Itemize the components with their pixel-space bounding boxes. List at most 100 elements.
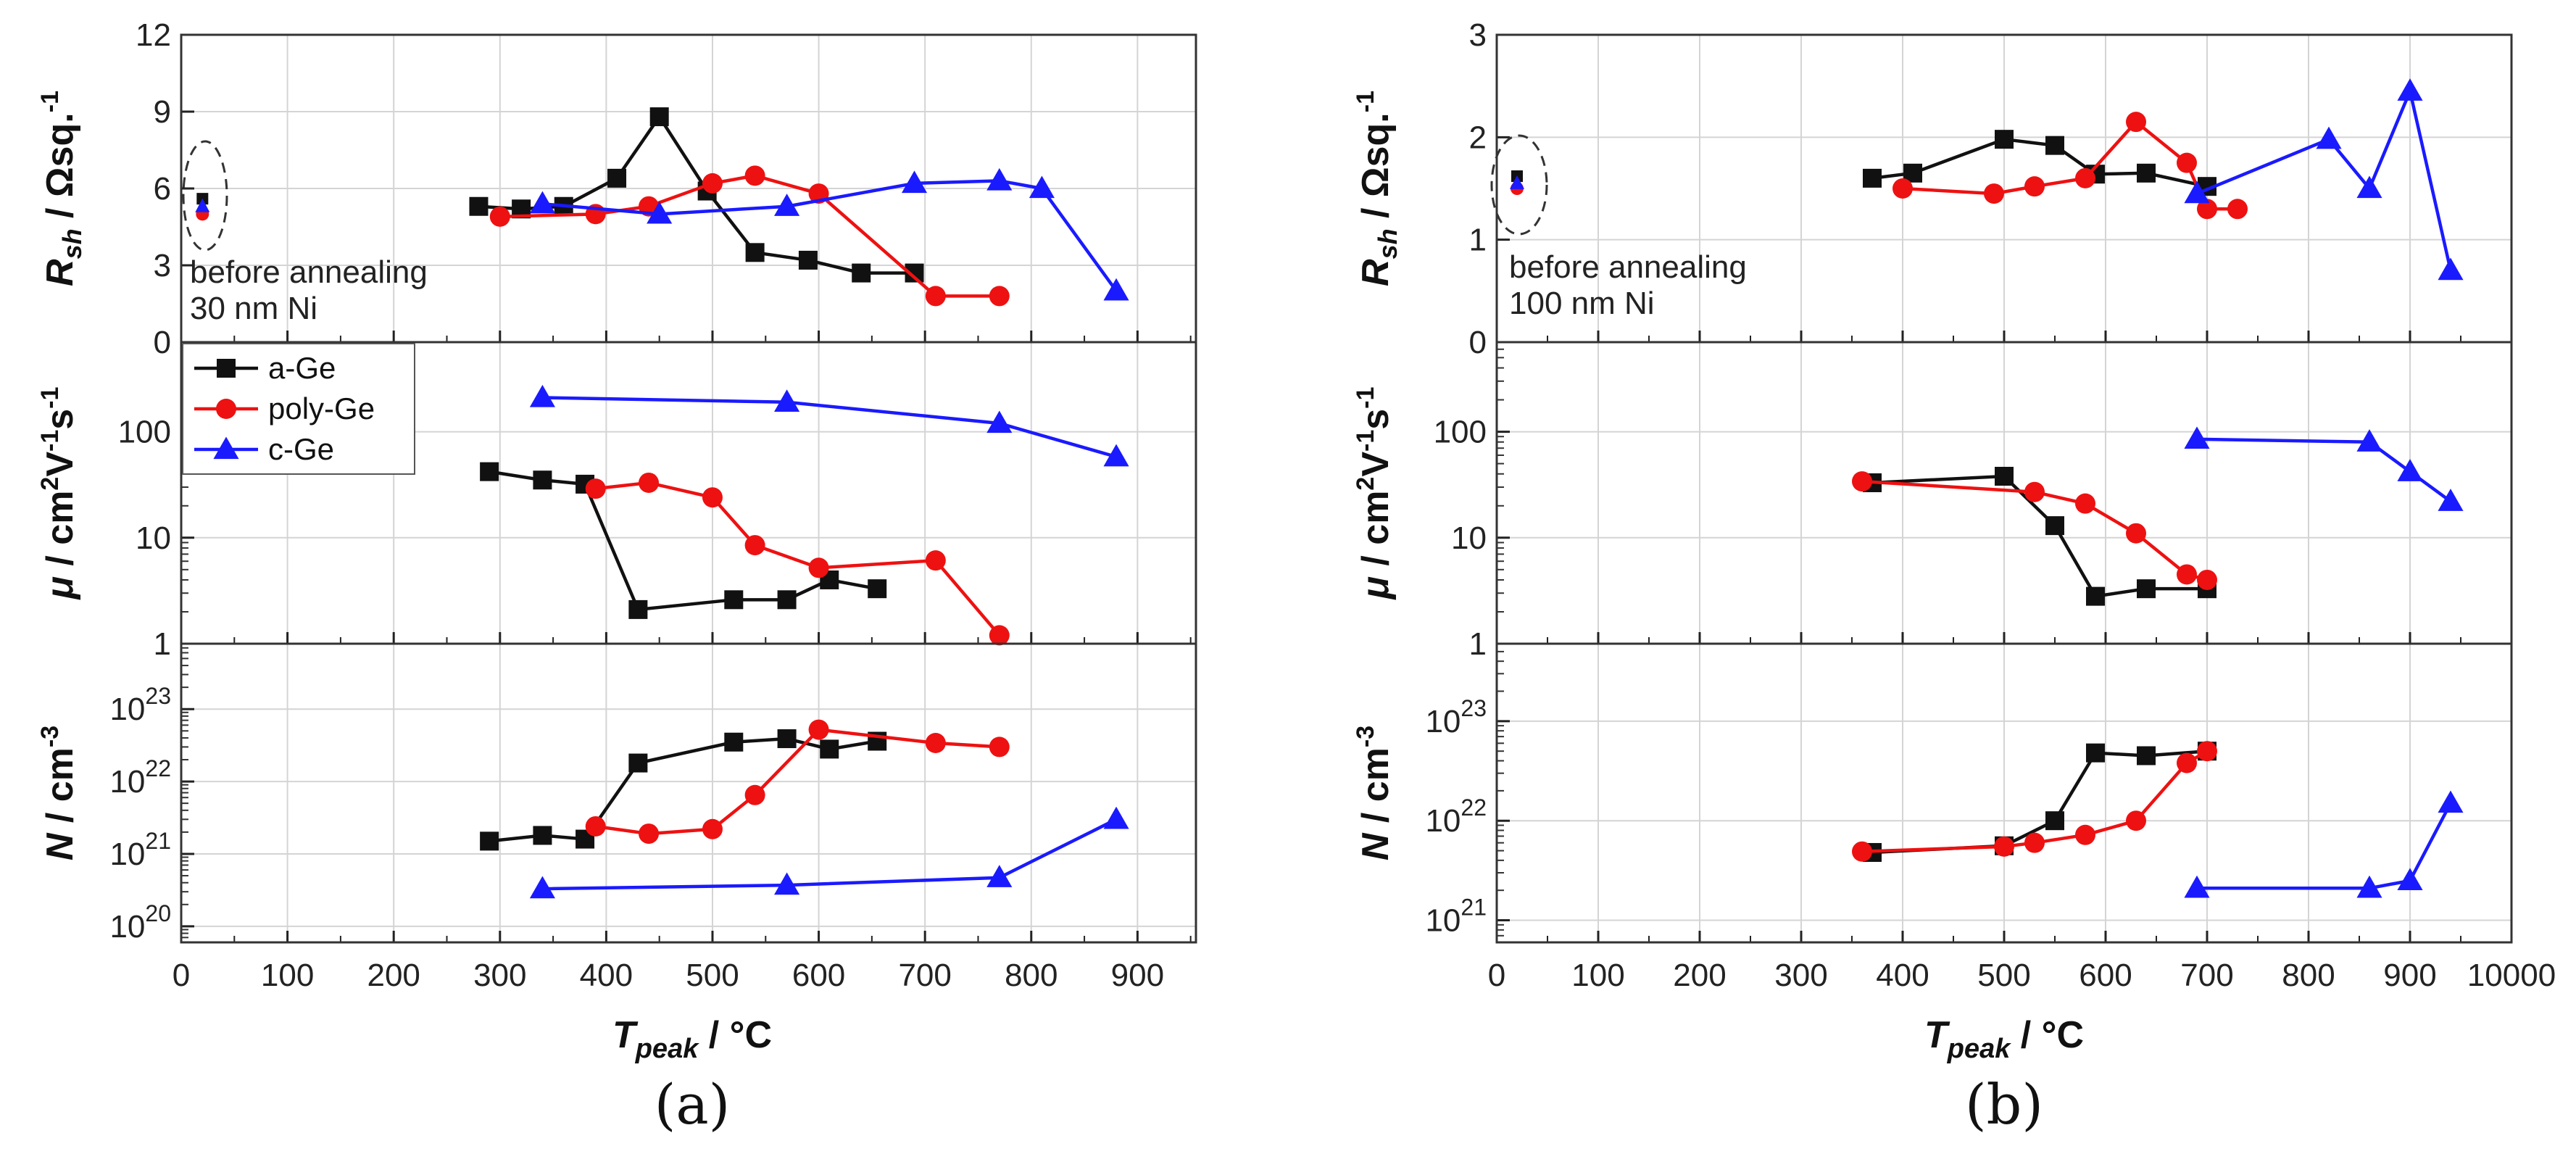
data-point-c-Ge bbox=[529, 191, 555, 214]
data-point-a-Ge bbox=[2045, 811, 2064, 831]
data-point-a-Ge bbox=[607, 168, 627, 188]
subfigure-caption: (b) bbox=[1965, 1072, 2043, 1137]
data-point-poly-Ge bbox=[808, 557, 829, 578]
data-point-poly-Ge bbox=[2126, 810, 2146, 831]
y-label-superscript: -1 bbox=[1352, 91, 1379, 112]
x-tick-label: 800 bbox=[2282, 958, 2335, 993]
data-point-c-Ge bbox=[2356, 875, 2382, 898]
legend-label-c-Ge: c-Ge bbox=[268, 432, 334, 466]
y-label-superscript: -3 bbox=[1352, 726, 1379, 747]
series-line-c-Ge bbox=[542, 396, 1117, 459]
data-point-c-Ge bbox=[2397, 868, 2423, 891]
x-label-symbol: T bbox=[1924, 1014, 1950, 1056]
y-tick-exponent: 23 bbox=[145, 683, 171, 709]
y-tick-label: 1 bbox=[154, 626, 171, 662]
y-label-unit: s bbox=[39, 409, 81, 430]
data-point-a-Ge bbox=[1995, 467, 2014, 486]
y-label-unit: / cm bbox=[39, 747, 81, 834]
series-line-c-Ge bbox=[2196, 437, 2452, 503]
data-point-c-Ge bbox=[529, 384, 555, 407]
data-point-c-Ge bbox=[2438, 790, 2464, 813]
data-point-poly-Ge bbox=[925, 550, 946, 571]
data-point-a-Ge bbox=[2086, 586, 2105, 606]
data-point-c-Ge bbox=[2397, 459, 2423, 481]
y-label-symbol: N bbox=[1355, 832, 1397, 860]
data-point-poly-Ge bbox=[2024, 832, 2045, 853]
y-label-unit: s bbox=[1355, 409, 1397, 430]
data-point-poly-Ge bbox=[808, 719, 829, 740]
y-axis-label: Rsh / Ωsq.-1 bbox=[36, 91, 87, 286]
data-point-poly-Ge bbox=[489, 206, 510, 227]
data-point-a-Ge bbox=[533, 470, 552, 490]
y-tick-label: 1022 bbox=[1425, 794, 1487, 839]
series-poly-Ge bbox=[489, 165, 1010, 307]
data-point-poly-Ge bbox=[2024, 481, 2045, 502]
data-point-poly-Ge bbox=[702, 818, 723, 839]
data-point-a-Ge bbox=[798, 250, 818, 270]
y-label-unit: / cm bbox=[39, 491, 81, 577]
data-point-a-Ge bbox=[628, 599, 648, 619]
panel-frame bbox=[1495, 642, 2513, 944]
data-point-a-Ge bbox=[480, 831, 499, 851]
y-label-unit: / cm bbox=[1355, 747, 1397, 834]
data-point-a-Ge bbox=[469, 196, 489, 216]
data-point-c-Ge bbox=[774, 194, 800, 216]
x-label-subscript: peak bbox=[635, 1034, 699, 1064]
data-point-poly-Ge bbox=[989, 286, 1010, 307]
y-label-unit: V bbox=[1355, 452, 1397, 477]
y-label-superscript: -1 bbox=[36, 430, 64, 452]
data-point-c-Ge bbox=[1103, 278, 1129, 301]
data-point-poly-Ge bbox=[2197, 569, 2217, 590]
y-label-symbol: R bbox=[1355, 259, 1397, 286]
data-point-poly-Ge bbox=[702, 173, 723, 194]
data-point-a-Ge bbox=[480, 462, 499, 481]
y-label-superscript: -1 bbox=[36, 91, 64, 112]
before-annealing-ellipse bbox=[1490, 134, 1548, 236]
data-point-poly-Ge bbox=[702, 487, 723, 508]
x-axis-label: Tpeak / °C bbox=[612, 1014, 772, 1064]
legend-marker-poly-Ge bbox=[216, 399, 236, 419]
y-tick-label: 12 bbox=[136, 17, 171, 53]
data-point-poly-Ge bbox=[1852, 471, 1872, 492]
y-label-symbol: N bbox=[39, 832, 81, 860]
data-point-c-Ge bbox=[774, 389, 800, 412]
data-point-a-Ge bbox=[2137, 579, 2156, 599]
y-tick-label: 2 bbox=[1469, 120, 1487, 155]
y-label-subscript: sh bbox=[57, 228, 87, 259]
data-point-c-Ge bbox=[2438, 489, 2464, 511]
y-tick-label: 10 bbox=[1451, 520, 1487, 556]
data-point-a-Ge bbox=[2086, 743, 2105, 763]
data-point-poly-Ge bbox=[2075, 493, 2095, 514]
x-axis-label: Tpeak / °C bbox=[1924, 1014, 2084, 1064]
x-tick-label: 600 bbox=[792, 958, 845, 993]
y-tick-label: 1021 bbox=[109, 828, 171, 872]
data-point-c-Ge bbox=[1510, 175, 1524, 189]
y-tick-label: 1022 bbox=[109, 755, 171, 800]
data-point-poly-Ge bbox=[744, 784, 765, 805]
y-tick-label: 1021 bbox=[1425, 895, 1487, 939]
x-tick-label: 800 bbox=[1005, 958, 1058, 993]
data-point-a-Ge bbox=[745, 243, 765, 262]
y-tick-exponent: 21 bbox=[145, 828, 171, 854]
series-a-Ge bbox=[1863, 130, 2216, 196]
data-point-c-Ge bbox=[2184, 180, 2210, 204]
data-point-c-Ge bbox=[2184, 426, 2210, 449]
data-point-a-Ge bbox=[533, 826, 552, 845]
data-point-poly-Ge bbox=[2227, 199, 2248, 220]
x-label-unit: / °C bbox=[698, 1014, 772, 1056]
y-axis-label: μ / cm2V-1s-1 bbox=[1352, 387, 1397, 601]
series-line-a-Ge bbox=[1871, 474, 2207, 599]
y-label-superscript: -1 bbox=[36, 387, 64, 409]
y-tick-label: 10 bbox=[136, 520, 171, 556]
data-point-c-Ge bbox=[2356, 175, 2382, 199]
data-point-poly-Ge bbox=[2177, 564, 2197, 585]
y-tick-exponent: 23 bbox=[1461, 695, 1487, 721]
note-before-annealing: before annealing bbox=[190, 254, 428, 290]
legend-label-poly-Ge: poly-Ge bbox=[268, 391, 375, 426]
x-label-unit: / °C bbox=[2010, 1014, 2084, 1056]
data-point-a-Ge bbox=[777, 590, 797, 610]
